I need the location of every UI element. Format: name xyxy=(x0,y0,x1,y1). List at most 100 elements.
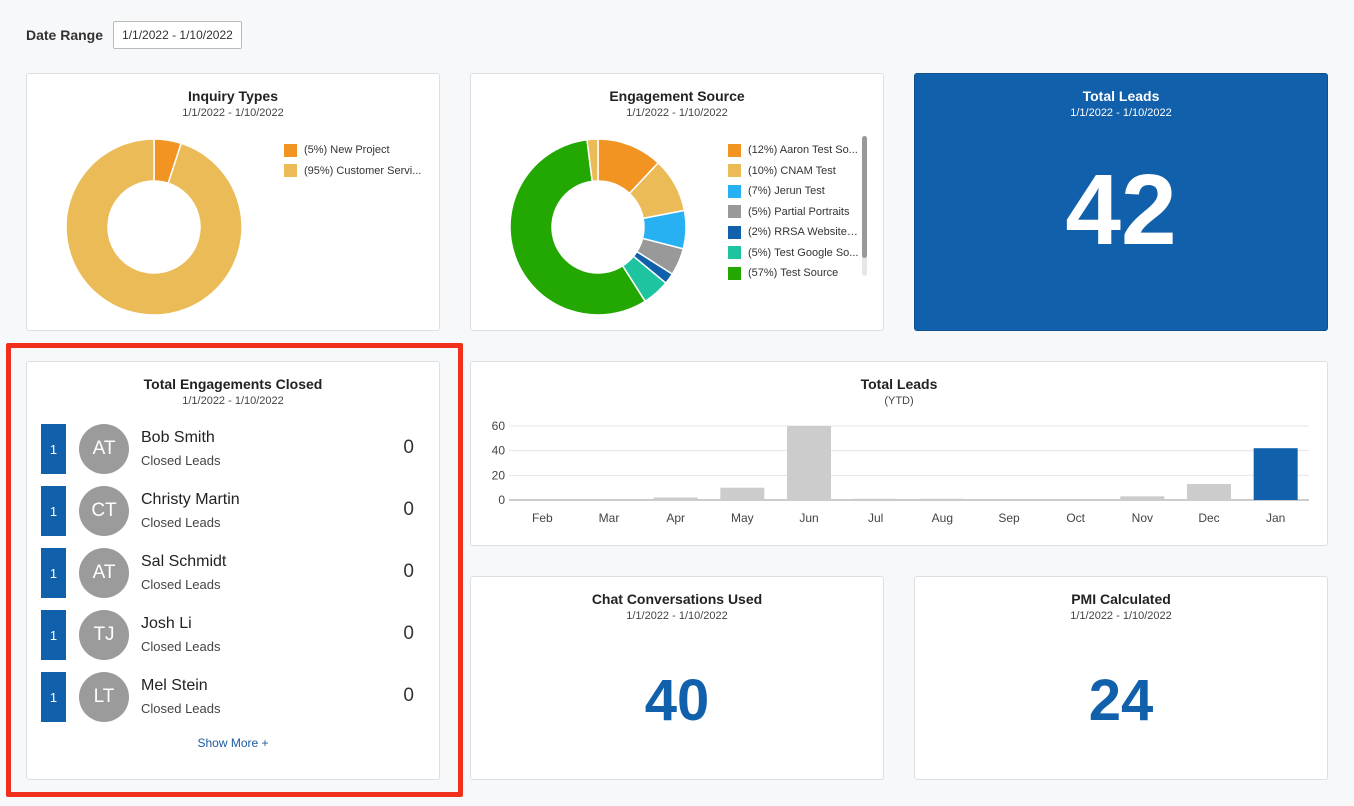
person-role: Closed Leads xyxy=(141,639,221,654)
x-tick-label: Sep xyxy=(998,511,1020,525)
bar[interactable] xyxy=(1253,448,1298,500)
person-name: Mel Stein xyxy=(141,677,208,694)
x-tick-label: Jun xyxy=(799,511,818,525)
rank-badge: 1 xyxy=(41,548,66,598)
chat-conversations-value: 40 xyxy=(644,668,710,733)
legend-item[interactable]: (5%) Partial Portraits xyxy=(728,202,860,223)
engagement-source-donut-chart[interactable] xyxy=(508,137,688,317)
date-range: Date Range 1/1/2022 - 1/10/2022 xyxy=(26,21,242,49)
inquiry-types-subtitle: 1/1/2022 - 1/10/2022 xyxy=(182,107,284,119)
person-name: Christy Martin xyxy=(141,491,240,508)
x-tick-label: Dec xyxy=(1198,511,1219,525)
person-row[interactable]: 1 CT Christy Martin Closed Leads 0 xyxy=(41,486,427,536)
engagement-source-subtitle: 1/1/2022 - 1/10/2022 xyxy=(626,107,728,119)
bar[interactable] xyxy=(853,498,898,500)
total-leads-ytd-card: Total Leads (YTD) 0 20 40 60 Feb Mar Apr May Jun… xyxy=(470,361,1328,546)
total-leads-value: 42 xyxy=(1065,154,1177,266)
highlight-box xyxy=(6,343,463,797)
legend-swatch xyxy=(728,143,741,157)
legend-label: (10%) CNAM Test xyxy=(748,164,836,177)
inquiry-types-donut-chart[interactable] xyxy=(64,137,244,317)
avatar: LT xyxy=(79,672,129,722)
pmi-calculated-subtitle: 1/1/2022 - 1/10/2022 xyxy=(1070,610,1172,622)
rank-badge: 1 xyxy=(41,424,66,474)
legend-label: (2%) RRSA Website L... xyxy=(748,226,860,239)
person-name: Sal Schmidt xyxy=(141,553,227,570)
rank-badge: 1 xyxy=(41,610,66,660)
x-tick-label: Jan xyxy=(1266,511,1285,525)
person-name: Bob Smith xyxy=(141,429,215,446)
legend-item[interactable]: (10%) CNAM Test xyxy=(728,161,860,182)
pmi-calculated-value: 24 xyxy=(1088,668,1154,733)
avatar: TJ xyxy=(79,610,129,660)
total-leads-bar-chart[interactable]: 0 20 40 60 Feb Mar Apr May Jun Jul Aug Sep Oct Nov Dec… xyxy=(471,362,1327,545)
legend-label: (57%) Test Source xyxy=(748,267,839,280)
pie-slice[interactable] xyxy=(509,138,647,316)
legend-item[interactable]: (2%) RRSA Website L... xyxy=(728,222,860,243)
total-leads-ytd-subtitle: (YTD) xyxy=(884,395,914,407)
chat-conversations-card: Chat Conversations Used 1/1/2022 - 1/10/… xyxy=(470,576,884,780)
legend-label: (7%) Jerun Test xyxy=(748,185,825,198)
avatar: AT xyxy=(79,548,129,598)
bar[interactable] xyxy=(720,487,765,500)
bar[interactable] xyxy=(787,426,831,500)
person-row[interactable]: 1 LT Mel Stein Closed Leads 0 xyxy=(41,672,427,722)
person-row[interactable]: 1 AT Bob Smith Closed Leads 0 xyxy=(41,424,427,474)
avatar: AT xyxy=(79,424,129,474)
date-range-input[interactable]: 1/1/2022 - 1/10/2022 xyxy=(113,21,242,49)
closed-count: 0 xyxy=(403,437,414,458)
engagements-closed-subtitle: 1/1/2022 - 1/10/2022 xyxy=(182,395,284,407)
show-more-link[interactable]: Show More + xyxy=(197,736,269,750)
person-row[interactable]: 1 AT Sal Schmidt Closed Leads 0 xyxy=(41,548,427,598)
bar[interactable] xyxy=(1187,483,1231,500)
y-tick-label: 60 xyxy=(492,419,506,433)
legend-swatch xyxy=(728,266,741,280)
legend-swatch xyxy=(728,184,741,198)
x-tick-label: Jul xyxy=(868,511,883,525)
total-leads-ytd-title: Total Leads xyxy=(860,376,938,392)
y-tick-label: 0 xyxy=(498,493,505,507)
rank-badge: 1 xyxy=(41,672,66,722)
person-row[interactable]: 1 TJ Josh Li Closed Leads 0 xyxy=(41,610,427,660)
chat-conversations-title: Chat Conversations Used xyxy=(591,591,763,607)
inquiry-types-card: Inquiry Types 1/1/2022 - 1/10/2022 (5%) … xyxy=(26,73,440,331)
bar[interactable] xyxy=(1120,496,1165,500)
engagements-closed-title: Total Engagements Closed xyxy=(143,376,323,392)
legend-item[interactable]: (5%) New Project xyxy=(284,140,429,161)
x-tick-label: Apr xyxy=(666,511,685,525)
avatar: CT xyxy=(79,486,129,536)
total-leads-title: Total Leads xyxy=(1082,88,1160,104)
chat-conversations-subtitle: 1/1/2022 - 1/10/2022 xyxy=(626,610,728,622)
date-range-label: Date Range xyxy=(26,27,104,43)
legend-item[interactable]: (95%) Customer Servi... xyxy=(284,161,429,182)
inquiry-types-title: Inquiry Types xyxy=(188,88,278,104)
legend-scrollbar[interactable] xyxy=(862,136,867,276)
rank-badge: 1 xyxy=(41,486,66,536)
person-role: Closed Leads xyxy=(141,577,221,592)
pie-slice[interactable] xyxy=(586,138,599,183)
legend-swatch xyxy=(284,164,297,178)
legend-item[interactable]: (5%) Test Google So... xyxy=(728,243,860,264)
engagements-closed-card: Total Engagements Closed 1/1/2022 - 1/10… xyxy=(26,361,440,780)
pie-slice[interactable] xyxy=(65,138,243,316)
legend-item[interactable]: (12%) Aaron Test So... xyxy=(728,140,860,161)
closed-count: 0 xyxy=(403,561,414,582)
legend-label: (95%) Customer Servi... xyxy=(304,164,422,177)
inquiry-types-legend: (5%) New Project (95%) Customer Servi... xyxy=(284,140,429,181)
legend-item[interactable]: (7%) Jerun Test xyxy=(728,181,860,202)
legend-scrollbar-thumb[interactable] xyxy=(862,136,867,258)
x-tick-label: Aug xyxy=(932,511,953,525)
pmi-calculated-title: PMI Calculated xyxy=(1071,591,1171,607)
person-role: Closed Leads xyxy=(141,701,221,716)
y-tick-label: 40 xyxy=(492,444,506,458)
pmi-calculated-card: PMI Calculated 1/1/2022 - 1/10/2022 24 xyxy=(914,576,1328,780)
legend-swatch xyxy=(728,246,741,260)
legend-label: (5%) Partial Portraits xyxy=(748,205,850,218)
legend-item[interactable]: (57%) Test Source xyxy=(728,263,860,284)
engagement-source-title: Engagement Source xyxy=(609,88,745,104)
bar[interactable] xyxy=(653,497,698,500)
person-role: Closed Leads xyxy=(141,453,221,468)
x-tick-label: Oct xyxy=(1066,511,1085,525)
bar[interactable] xyxy=(920,498,965,500)
engagement-source-legend: (12%) Aaron Test So... (10%) CNAM Test (7%… xyxy=(728,140,860,284)
